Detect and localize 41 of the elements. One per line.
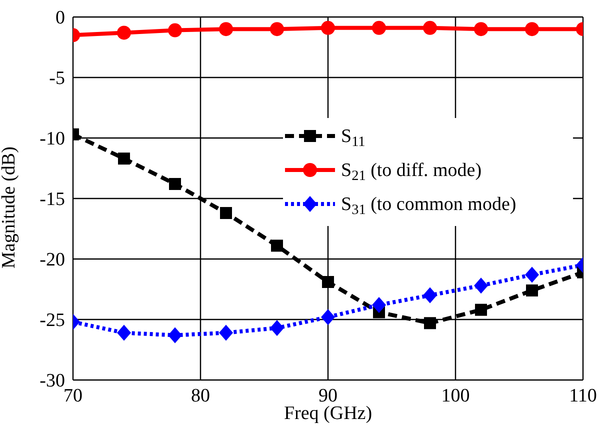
y-tick-label: -15 bbox=[40, 189, 65, 210]
legend-label: S$_{31}$ (to common mode) bbox=[341, 194, 516, 218]
y-tick-label: -30 bbox=[40, 370, 65, 392]
point bbox=[372, 20, 386, 35]
point bbox=[220, 207, 232, 220]
point bbox=[169, 178, 181, 190]
point bbox=[168, 23, 182, 38]
point bbox=[117, 324, 131, 341]
point bbox=[322, 276, 334, 288]
y-tick-label: -10 bbox=[40, 128, 65, 150]
point bbox=[271, 240, 283, 252]
point bbox=[475, 304, 487, 316]
x-tick-label: 110 bbox=[569, 385, 597, 406]
y-tick-label: -25 bbox=[40, 310, 65, 332]
point bbox=[525, 22, 539, 36]
x-tick-label: 100 bbox=[441, 385, 470, 406]
point bbox=[219, 324, 233, 341]
point bbox=[270, 320, 284, 336]
point bbox=[474, 22, 488, 36]
point bbox=[526, 284, 538, 296]
point bbox=[117, 26, 131, 40]
x-tick-label: 70 bbox=[64, 385, 82, 406]
point bbox=[525, 266, 539, 283]
point bbox=[321, 20, 335, 35]
point bbox=[321, 309, 335, 326]
legend-label: S$_{11}$ bbox=[341, 126, 366, 150]
point bbox=[372, 296, 386, 313]
point bbox=[424, 317, 436, 330]
point bbox=[474, 278, 488, 294]
y-axis-title: Magnitude (dB) bbox=[0, 146, 20, 268]
y-tick-label: -5 bbox=[49, 68, 65, 90]
legend-label: S$_{21}$ (to diff. mode) bbox=[341, 160, 482, 184]
point bbox=[423, 287, 437, 304]
point bbox=[118, 152, 130, 165]
point bbox=[270, 22, 284, 36]
x-tick-label: 80 bbox=[191, 385, 210, 406]
point bbox=[423, 20, 437, 35]
point bbox=[168, 327, 182, 344]
y-tick-label: -20 bbox=[40, 250, 65, 271]
y-tick-label: 0 bbox=[56, 8, 65, 29]
point bbox=[219, 22, 233, 36]
